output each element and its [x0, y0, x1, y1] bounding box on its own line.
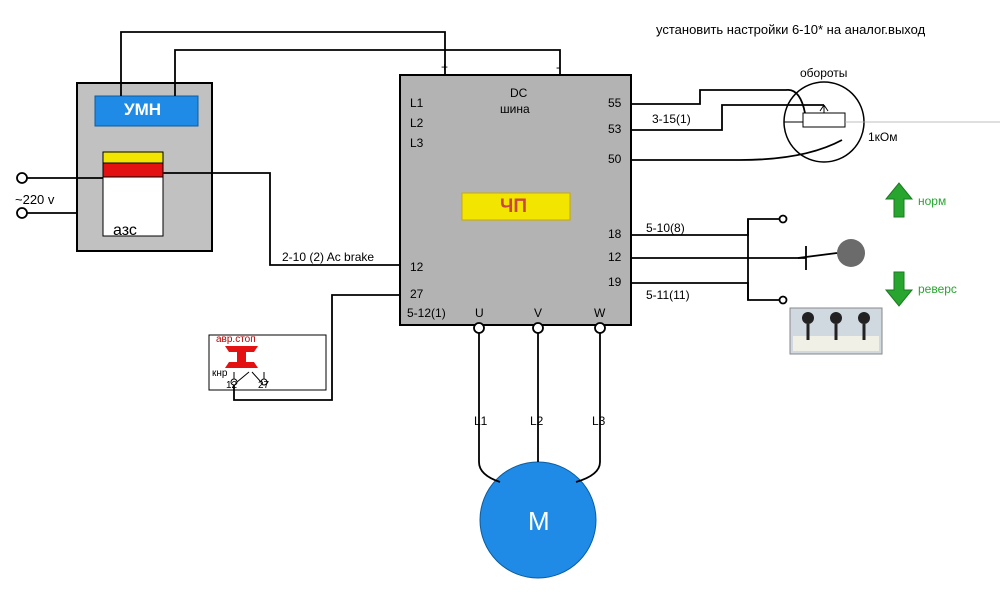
p510-note: 5-10(8): [646, 221, 685, 235]
t27-label: 27: [410, 287, 423, 301]
avrstop-label: авр.стоп: [216, 334, 256, 345]
e12-label: 12: [226, 380, 237, 391]
t12r-label: 12: [608, 250, 621, 264]
l3-label: L3: [410, 136, 423, 150]
t55-label: 55: [608, 96, 621, 110]
norm-label: норм: [918, 194, 946, 208]
motor-label: М: [528, 506, 550, 537]
azs-label: азс: [113, 222, 137, 240]
plus-label: +: [441, 60, 448, 74]
ac-brake-note: 2-10 (2) Ac brake: [282, 250, 374, 264]
azs-red-strip: [103, 163, 163, 177]
title-note: установить настройки 6-10* на аналог.вых…: [656, 22, 925, 37]
p512-label: 5-12(1): [407, 306, 446, 320]
direction-knob[interactable]: [837, 239, 865, 267]
t18-label: 18: [608, 227, 621, 241]
ml2-label: L2: [530, 414, 543, 428]
v-label: V: [534, 306, 542, 320]
dc-label: DC: [510, 86, 527, 100]
kohm-label: 1кОм: [868, 130, 898, 144]
t19-label: 19: [608, 275, 621, 289]
l2-label: L2: [410, 116, 423, 130]
pot-title: обороты: [800, 66, 847, 80]
ac-voltage: ~220 v: [15, 192, 54, 207]
t12l-label: 12: [410, 260, 423, 274]
shina-label: шина: [500, 102, 530, 116]
knop-label: кнр: [212, 368, 227, 379]
p315-note: 3-15(1): [652, 112, 691, 126]
minus-label: -: [556, 60, 560, 74]
ml3-label: L3: [592, 414, 605, 428]
l1-label: L1: [410, 96, 423, 110]
arrow-up-icon: [886, 183, 912, 217]
w-label: W: [594, 306, 605, 320]
e27-label: 27: [258, 380, 269, 391]
azs-yellow-strip: [103, 152, 163, 163]
t53-label: 53: [608, 122, 621, 136]
t50-label: 50: [608, 152, 621, 166]
umn-label: УМН: [124, 100, 161, 120]
p511-note: 5-11(11): [646, 288, 690, 302]
ml1-label: L1: [474, 414, 487, 428]
vfd-label: ЧП: [500, 196, 527, 218]
arrow-down-icon: [886, 272, 912, 306]
reverse-label: реверс: [918, 282, 957, 296]
lever-photo: [790, 308, 882, 354]
u-label: U: [475, 306, 484, 320]
